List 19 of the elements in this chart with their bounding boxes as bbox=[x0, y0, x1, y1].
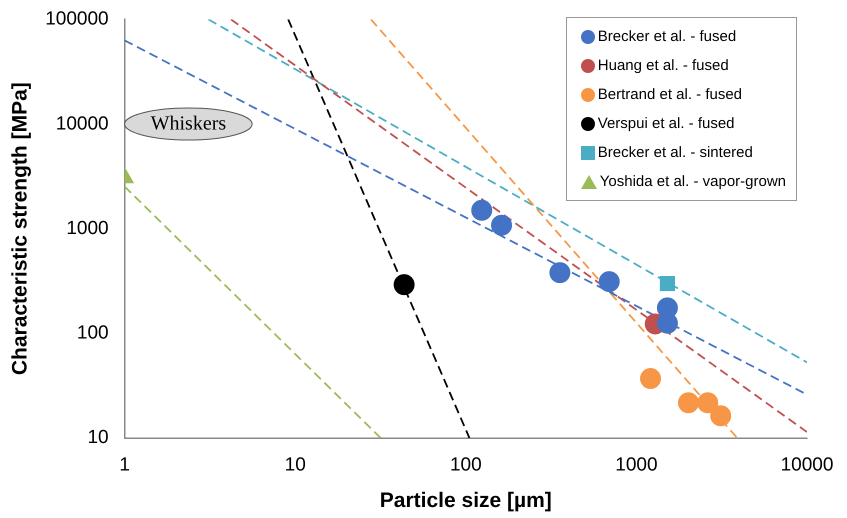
y-tick-label: 1000 bbox=[66, 218, 109, 239]
y-axis-title: Characteristic strength [MPa] bbox=[8, 82, 32, 376]
x-tick-label: 100 bbox=[450, 454, 482, 476]
y-tick-label: 10 bbox=[87, 427, 109, 448]
x-tick-label: 1000 bbox=[615, 454, 658, 476]
x-tick-label: 10 bbox=[284, 454, 306, 476]
legend-label: Brecker et al. - fused bbox=[598, 27, 736, 48]
legend-label: Yoshida et al. - vapor-grown bbox=[600, 172, 786, 192]
x-axis-title: Particle size [µm] bbox=[380, 489, 552, 512]
y-tick-label: 100 bbox=[76, 322, 109, 344]
y-tick-label: 100000 bbox=[45, 8, 109, 30]
legend-label: Bertrand et al. - fused bbox=[598, 85, 742, 106]
annotation: Whiskers bbox=[150, 112, 226, 134]
legend-label: Verspui et al. - fused bbox=[598, 114, 735, 134]
y-tick-label: 10000 bbox=[56, 113, 109, 134]
legend-label: Brecker et al. - sintered bbox=[598, 143, 753, 164]
x-tick-label: 1 bbox=[119, 454, 130, 476]
legend-label: Huang et al. - fused bbox=[598, 56, 729, 76]
x-tick-label: 10000 bbox=[780, 454, 834, 476]
